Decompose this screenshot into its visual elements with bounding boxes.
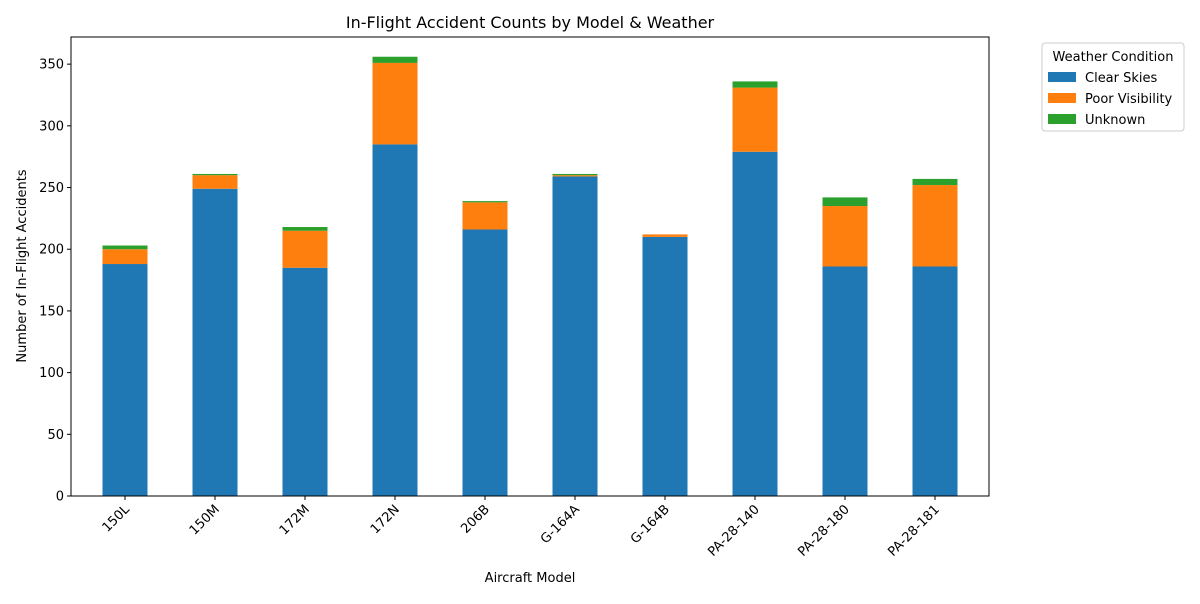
legend-swatch — [1048, 72, 1076, 82]
y-tick-label: 200 — [39, 243, 64, 258]
x-tick-label: PA-28-140 — [705, 502, 763, 560]
bar-PA-28-140-unknown — [732, 81, 778, 88]
legend-label: Poor Visibility — [1085, 92, 1173, 107]
y-tick-label: 50 — [47, 428, 64, 443]
legend-label: Unknown — [1085, 113, 1145, 128]
legend-label: Clear Skies — [1085, 71, 1158, 86]
bar-PA-28-180-unknown — [822, 197, 868, 207]
x-tick-label: 172M — [277, 502, 313, 538]
x-tick-label: 172N — [368, 502, 403, 537]
y-tick-label: 0 — [56, 490, 64, 505]
bar-150M-unknown — [192, 173, 238, 176]
bar-PA-28-140-clear-skies — [732, 151, 778, 496]
x-axis-label: Aircraft Model — [485, 571, 576, 586]
bar-G-164A-poor-visibility — [552, 175, 598, 177]
bar-PA-28-181-poor-visibility — [912, 185, 958, 267]
x-tick-label: PA-28-180 — [795, 502, 853, 560]
bar-PA-28-180-poor-visibility — [822, 206, 868, 267]
bar-150L-poor-visibility — [102, 249, 148, 265]
legend-items: Clear Skies Poor Visibility Unknown — [1048, 71, 1173, 128]
bar-172M-unknown — [282, 227, 328, 231]
x-tick-label: 206B — [458, 502, 492, 536]
bar-150L-unknown — [102, 245, 148, 250]
bar-150M-poor-visibility — [192, 175, 238, 189]
legend-title: Weather Condition — [1053, 50, 1174, 65]
legend-swatch — [1048, 93, 1076, 103]
bar-G-164B-clear-skies — [642, 236, 688, 496]
y-axis-label: Number of In-Flight Accidents — [15, 169, 30, 362]
x-tick-label: PA-28-181 — [885, 502, 943, 560]
bar-PA-28-181-clear-skies — [912, 266, 958, 496]
bars-layer — [102, 56, 958, 497]
bar-206B-unknown — [462, 201, 508, 203]
bar-150L-clear-skies — [102, 264, 148, 496]
bar-172M-clear-skies — [282, 267, 328, 496]
legend-swatch — [1048, 114, 1076, 124]
bar-172N-unknown — [372, 56, 418, 63]
x-tick-label: G-164A — [538, 502, 583, 547]
bar-206B-clear-skies — [462, 229, 508, 497]
x-tick-label: 150L — [100, 502, 134, 536]
bar-G-164A-unknown — [552, 173, 598, 176]
bar-206B-poor-visibility — [462, 202, 508, 230]
bar-PA-28-181-unknown — [912, 178, 958, 186]
bar-PA-28-180-clear-skies — [822, 266, 868, 496]
bar-172N-clear-skies — [372, 144, 418, 496]
legend-frame — [1041, 42, 1185, 132]
legend: Weather Condition Clear Skies Poor Visibi… — [1041, 42, 1185, 132]
plot-frame — [70, 36, 990, 497]
y-tick-label: 350 — [39, 58, 64, 73]
y-tick-label: 150 — [39, 304, 64, 319]
bar-172N-poor-visibility — [372, 62, 418, 145]
x-tick-label: G-164B — [628, 502, 673, 547]
bar-150M-clear-skies — [192, 188, 238, 496]
y-tick-label: 100 — [39, 366, 64, 381]
x-tick-label: 150M — [187, 502, 223, 538]
bar-G-164A-clear-skies — [552, 176, 598, 496]
chart-title: In-Flight Accident Counts by Model & Wea… — [346, 13, 715, 32]
y-tick-label: 250 — [39, 181, 64, 196]
bar-G-164B-poor-visibility — [642, 234, 688, 237]
bar-PA-28-140-poor-visibility — [732, 87, 778, 152]
y-tick-label: 300 — [39, 119, 64, 134]
bar-172M-poor-visibility — [282, 230, 328, 268]
